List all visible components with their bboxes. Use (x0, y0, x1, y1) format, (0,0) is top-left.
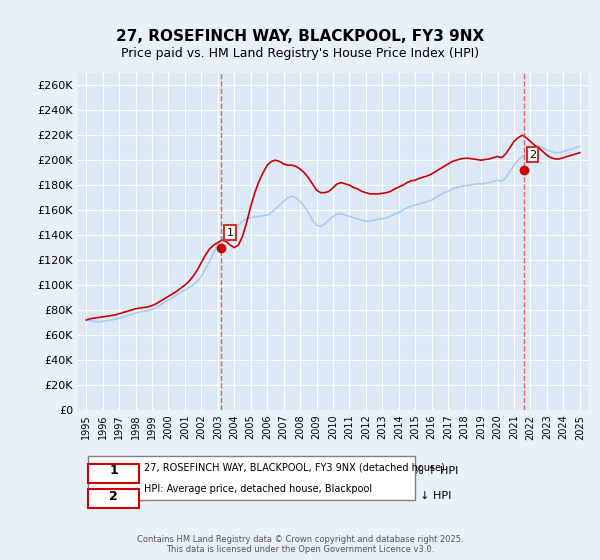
Text: 13-AUG-2021: 13-AUG-2021 (155, 491, 229, 501)
Text: HPI: Average price, detached house, Blackpool: HPI: Average price, detached house, Blac… (145, 484, 373, 494)
Text: 2: 2 (109, 490, 118, 503)
Text: 10% ↑ HPI: 10% ↑ HPI (400, 466, 458, 476)
FancyBboxPatch shape (88, 464, 139, 483)
Text: 5% ↓ HPI: 5% ↓ HPI (400, 491, 452, 501)
Text: £192,000: £192,000 (292, 491, 345, 501)
Text: 27, ROSEFINCH WAY, BLACKPOOL, FY3 9NX: 27, ROSEFINCH WAY, BLACKPOOL, FY3 9NX (116, 29, 484, 44)
FancyBboxPatch shape (88, 456, 415, 501)
Text: 21-MAR-2003: 21-MAR-2003 (155, 466, 229, 476)
Text: £129,500: £129,500 (292, 466, 345, 476)
Text: Price paid vs. HM Land Registry's House Price Index (HPI): Price paid vs. HM Land Registry's House … (121, 46, 479, 60)
FancyBboxPatch shape (88, 489, 139, 508)
Text: 1: 1 (226, 228, 233, 237)
Text: 2: 2 (529, 150, 536, 160)
Text: 27, ROSEFINCH WAY, BLACKPOOL, FY3 9NX (detached house): 27, ROSEFINCH WAY, BLACKPOOL, FY3 9NX (d… (145, 463, 445, 473)
Text: Contains HM Land Registry data © Crown copyright and database right 2025.
This d: Contains HM Land Registry data © Crown c… (137, 535, 463, 554)
Text: 1: 1 (109, 464, 118, 478)
